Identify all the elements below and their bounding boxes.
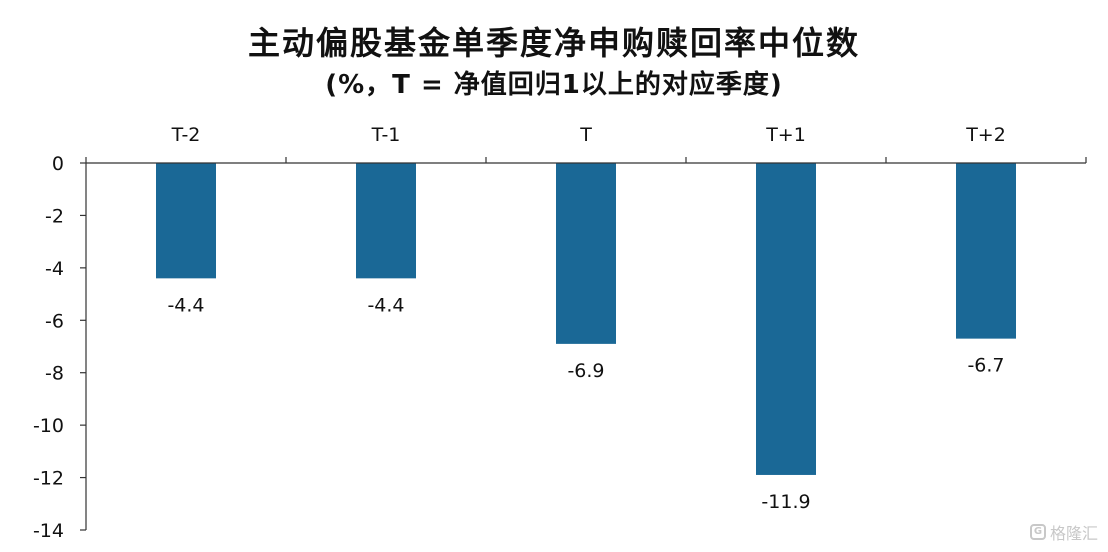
y-tick-label: -8 bbox=[45, 363, 64, 385]
data-label: -6.9 bbox=[567, 360, 604, 382]
y-tick-label: -6 bbox=[45, 310, 64, 332]
bar-T bbox=[556, 163, 616, 344]
bar-T-2 bbox=[156, 163, 216, 279]
data-label: -6.7 bbox=[967, 355, 1004, 377]
category-label: T+2 bbox=[965, 124, 1006, 146]
bar-T+1 bbox=[756, 163, 816, 475]
y-tick-label: -2 bbox=[45, 205, 64, 227]
category-label: T-2 bbox=[171, 124, 201, 146]
chart-title: 主动偏股基金单季度净申购赎回率中位数 bbox=[247, 24, 860, 62]
category-label: T-1 bbox=[371, 124, 401, 146]
y-tick-label: -14 bbox=[33, 520, 64, 542]
chart-subtitle: (%，T = 净值回归1以上的对应季度) bbox=[325, 70, 783, 100]
data-label: -4.4 bbox=[167, 294, 204, 316]
category-label: T bbox=[579, 124, 592, 146]
bar-T+2 bbox=[956, 163, 1016, 339]
y-tick-label: -10 bbox=[33, 415, 64, 437]
y-tick-label: -12 bbox=[33, 468, 64, 490]
watermark-text: 格隆汇 bbox=[1049, 524, 1098, 543]
data-label: -11.9 bbox=[761, 491, 810, 513]
watermark: G 格隆汇 bbox=[1029, 520, 1098, 544]
category-label: T+1 bbox=[765, 124, 806, 146]
bar-T-1 bbox=[356, 163, 416, 279]
g-logo-icon: G bbox=[1029, 524, 1046, 540]
y-tick-label: 0 bbox=[52, 153, 64, 175]
data-label: -4.4 bbox=[367, 294, 404, 316]
y-tick-label: -4 bbox=[45, 258, 64, 280]
